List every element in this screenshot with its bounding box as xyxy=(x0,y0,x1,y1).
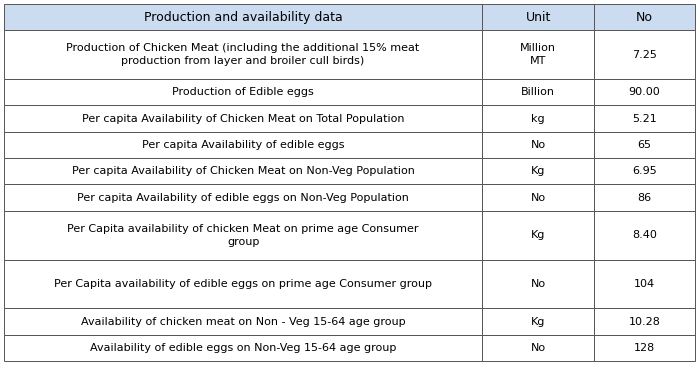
Bar xyxy=(482,184,594,211)
Bar xyxy=(594,79,695,105)
Bar xyxy=(482,79,594,105)
Bar xyxy=(594,4,695,30)
Text: 65: 65 xyxy=(637,140,651,150)
Text: Availability of chicken meat on Non - Veg 15-64 age group: Availability of chicken meat on Non - Ve… xyxy=(81,316,405,327)
Bar xyxy=(4,79,482,105)
Bar xyxy=(4,105,482,132)
Bar xyxy=(4,30,482,79)
Text: Per Capita availability of edible eggs on prime age Consumer group: Per Capita availability of edible eggs o… xyxy=(54,279,432,289)
Bar xyxy=(482,4,594,30)
Bar xyxy=(482,260,594,308)
Bar xyxy=(482,30,594,79)
Bar xyxy=(594,184,695,211)
Text: No: No xyxy=(531,343,546,353)
Bar xyxy=(4,308,482,335)
Bar xyxy=(594,211,695,260)
Text: Production and availability data: Production and availability data xyxy=(144,11,343,24)
Text: 86: 86 xyxy=(637,192,651,203)
Text: Kg: Kg xyxy=(531,166,545,176)
Text: Production of Edible eggs: Production of Edible eggs xyxy=(172,87,314,97)
Bar xyxy=(594,308,695,335)
Text: Unit: Unit xyxy=(526,11,551,24)
Text: Billion: Billion xyxy=(521,87,555,97)
Text: No: No xyxy=(636,11,653,24)
Bar xyxy=(482,158,594,184)
Bar xyxy=(4,260,482,308)
Text: 90.00: 90.00 xyxy=(628,87,661,97)
Text: 10.28: 10.28 xyxy=(628,316,661,327)
Text: kg: kg xyxy=(531,114,545,124)
Text: Million
MT: Million MT xyxy=(520,43,556,66)
Text: 104: 104 xyxy=(634,279,655,289)
Bar xyxy=(594,30,695,79)
Text: 7.25: 7.25 xyxy=(632,50,657,60)
Bar xyxy=(482,132,594,158)
Bar xyxy=(4,4,482,30)
Bar xyxy=(482,308,594,335)
Bar xyxy=(594,335,695,361)
Text: Kg: Kg xyxy=(531,230,545,240)
Text: 8.40: 8.40 xyxy=(632,230,657,240)
Text: No: No xyxy=(531,279,546,289)
Bar xyxy=(482,335,594,361)
Text: Per capita Availability of Chicken Meat on Non-Veg Population: Per capita Availability of Chicken Meat … xyxy=(72,166,415,176)
Bar xyxy=(4,158,482,184)
Bar xyxy=(594,105,695,132)
Text: No: No xyxy=(531,140,546,150)
Bar xyxy=(4,211,482,260)
Text: Availability of edible eggs on Non-Veg 15-64 age group: Availability of edible eggs on Non-Veg 1… xyxy=(90,343,396,353)
Bar xyxy=(482,211,594,260)
Text: 6.95: 6.95 xyxy=(632,166,657,176)
Bar xyxy=(4,335,482,361)
Text: Per capita Availability of edible eggs on Non-Veg Population: Per capita Availability of edible eggs o… xyxy=(77,192,409,203)
Text: Per capita Availability of edible eggs: Per capita Availability of edible eggs xyxy=(142,140,345,150)
Bar xyxy=(594,260,695,308)
Bar xyxy=(594,132,695,158)
Text: 128: 128 xyxy=(634,343,655,353)
Text: No: No xyxy=(531,192,546,203)
Text: 5.21: 5.21 xyxy=(632,114,657,124)
Text: Per capita Availability of Chicken Meat on Total Population: Per capita Availability of Chicken Meat … xyxy=(82,114,404,124)
Text: Per Capita availability of chicken Meat on prime age Consumer
group: Per Capita availability of chicken Meat … xyxy=(67,224,419,246)
Bar xyxy=(4,132,482,158)
Bar xyxy=(4,184,482,211)
Text: Kg: Kg xyxy=(531,316,545,327)
Text: Production of Chicken Meat (including the additional 15% meat
production from la: Production of Chicken Meat (including th… xyxy=(66,43,419,66)
Bar xyxy=(482,105,594,132)
Bar xyxy=(594,158,695,184)
